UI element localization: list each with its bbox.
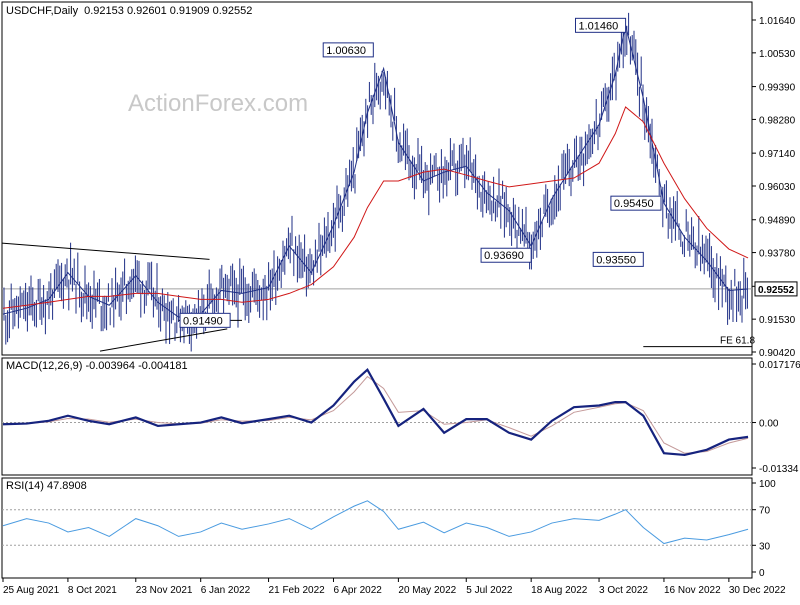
price-y-tick-label: 1.01640 [759, 16, 796, 27]
macd-panel-frame [1, 357, 753, 476]
macd-y-tick-label: -0.01334 [759, 464, 799, 475]
rsi-series-layer: 100 70 30 0 [2, 479, 776, 579]
watermark: ActionForex.com [128, 90, 308, 117]
trendlines-layer [1, 242, 752, 352]
price-y-tick-label: 0.99390 [759, 83, 796, 94]
price-y-tick-label: 0.94890 [759, 216, 796, 227]
price-y-tick-label: 1.00530 [759, 49, 796, 60]
price-annotation-label: 0.93690 [484, 250, 524, 262]
upper-trendline [1, 242, 210, 260]
x-tick-label: 3 Oct 2022 [599, 585, 648, 596]
price-annotation-label: 0.95450 [614, 198, 654, 210]
price-y-tick-label: 0.98280 [759, 115, 796, 126]
rsi-y-tick-label: 100 [759, 479, 776, 490]
price-annotation-box [179, 312, 231, 328]
x-axis-layer: 25 Aug 2021 8 Oct 2021 23 Nov 2021 6 Jan 20… [2, 578, 786, 596]
price-annotation-label: 1.01460 [578, 20, 618, 32]
moving-average-line [2, 106, 749, 309]
rsi-y-tick-label: 70 [759, 506, 771, 517]
macd-series-layer: 0.017176 0.00 -0.01334 [2, 360, 800, 475]
price-annotation-box [574, 17, 627, 33]
rsi-line [2, 500, 749, 545]
x-tick-label: 8 Oct 2021 [68, 585, 117, 596]
x-tick-label: 5 Jul 2022 [466, 585, 513, 596]
rsi-panel-frame [1, 477, 753, 579]
x-tick-label: 6 Jan 2022 [201, 585, 251, 596]
price-annotation-box [592, 251, 644, 267]
price-y-tick-label: 0.91530 [759, 315, 796, 326]
symbol-label: USDCHF,Daily [6, 5, 79, 17]
price-panel-frame [1, 1, 753, 356]
rsi-y-tick-label: 0 [759, 568, 765, 579]
current-price-label: 0.92552 [758, 285, 795, 296]
price-header: USDCHF,Daily 0.92153 0.92601 0.91909 0.92… [6, 5, 252, 17]
x-tick-label: 25 Aug 2021 [3, 585, 60, 596]
price-y-tick-label: 0.96030 [759, 182, 796, 193]
price-annotation-box [610, 195, 662, 211]
macd-y-tick-label: 0.017176 [759, 360, 800, 371]
lower-trendline [99, 328, 228, 352]
x-tick-label: 30 Dec 2022 [729, 585, 786, 596]
rsi-title: RSI(14) 47.8908 [6, 480, 87, 492]
macd-line [2, 367, 749, 457]
price-annotation-label: 0.91490 [183, 315, 223, 327]
rsi-y-tick-label: 30 [759, 541, 771, 552]
price-annotation-box [322, 42, 374, 58]
current-price-box [754, 281, 798, 297]
annotations-layer: 1.00630 1.01460 0.93690 0.95450 0.93550 0.914… [179, 17, 755, 347]
x-tick-label: 16 Nov 2022 [664, 585, 721, 596]
price-series-layer [2, 12, 749, 352]
price-annotation-label: 1.00630 [326, 45, 366, 57]
x-tick-label: 23 Nov 2021 [136, 585, 193, 596]
price-annotation-label: 0.93550 [596, 254, 636, 266]
x-tick-label: 18 Aug 2022 [531, 585, 588, 596]
fe-61.8-label: FE 61.8 [720, 336, 755, 347]
price-y-tick-label: 0.90420 [759, 348, 796, 359]
price-annotation-box [480, 247, 532, 263]
ohlc-values: 0.92153 0.92601 0.91909 0.92552 [84, 5, 252, 17]
price-y-tick-label: 0.97140 [759, 149, 796, 160]
price-y-tick-label: 0.93780 [759, 249, 796, 260]
x-tick-label: 6 Apr 2022 [333, 585, 382, 596]
macd-title: MACD(12,26,9) -0.003964 -0.004181 [6, 360, 188, 372]
axis-labels-layer: 1.01640 1.00530 0.99390 0.98280 0.97140 0.960… [752, 16, 798, 359]
x-tick-label: 20 May 2022 [398, 585, 456, 596]
macd-y-tick-label: 0.00 [759, 419, 779, 430]
x-tick-label: 21 Feb 2022 [269, 585, 326, 596]
